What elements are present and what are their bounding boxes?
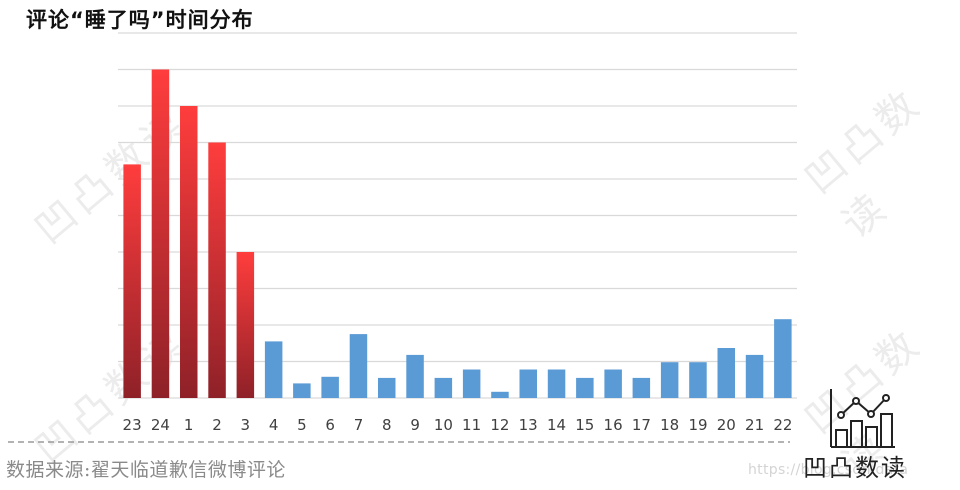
chart-title: 评论“睡了吗”时间分布 [26, 8, 254, 32]
x-tick-label: 18 [660, 416, 679, 434]
x-tick-label: 15 [575, 416, 594, 434]
logo-text: 凹凸数读 [803, 454, 907, 482]
x-tick-label: 3 [241, 416, 251, 434]
bar-14 [547, 369, 566, 398]
bar-12 [491, 391, 509, 398]
x-tick-label: 23 [123, 416, 142, 434]
x-tick-label: 10 [434, 416, 453, 434]
bar-7 [349, 334, 368, 398]
x-tick-label: 1 [184, 416, 194, 434]
bar-21 [745, 354, 764, 398]
bar-22 [774, 319, 792, 398]
bar-13 [519, 369, 537, 398]
x-tick-label: 14 [547, 416, 566, 434]
bar-23 [123, 164, 141, 398]
x-tick-label: 17 [632, 416, 651, 434]
url-watermark: https://blog.csdn data [748, 462, 909, 478]
x-tick-label: 19 [688, 416, 707, 434]
bar-11 [462, 369, 481, 398]
x-tick-label: 12 [490, 416, 509, 434]
x-tick-label: 8 [382, 416, 392, 434]
bar-4 [264, 341, 283, 398]
bar-18 [660, 362, 679, 398]
x-tick-label: 2 [212, 416, 222, 434]
bar-5 [293, 383, 311, 398]
bar-6 [321, 376, 339, 398]
bar-17 [632, 377, 651, 398]
bar-15 [576, 377, 594, 398]
x-tick-label: 20 [717, 416, 736, 434]
x-tick-label: 16 [604, 416, 623, 434]
logo-chart-icon [830, 389, 895, 448]
x-tick-label: 5 [297, 416, 307, 434]
x-tick-label: 13 [519, 416, 538, 434]
x-tick-label: 4 [269, 416, 279, 434]
bars [123, 69, 792, 398]
x-tick-label: 7 [354, 416, 364, 434]
x-tick-label: 24 [151, 416, 170, 434]
bar-9 [406, 354, 424, 398]
data-source-caption: 数据来源:翟天临道歉信微博评论 [6, 459, 286, 481]
bar-1 [180, 106, 198, 398]
bar-8 [378, 377, 396, 398]
bar-10 [434, 377, 453, 398]
x-tick-label: 11 [462, 416, 481, 434]
x-tick-label: 6 [325, 416, 335, 434]
bar-3 [236, 252, 255, 398]
x-tick-label: 22 [773, 416, 792, 434]
x-tick-label: 21 [745, 416, 764, 434]
x-tick-label: 9 [410, 416, 420, 434]
bar-20 [717, 348, 735, 398]
x-axis-labels: 23 24 1 2 3 4 5 6 7 8 9 10 11 12 13 14 15 16 17 18 19 20 21 22 [123, 416, 793, 434]
bar-2 [208, 142, 226, 398]
bar-16 [604, 369, 622, 398]
bar-24 [151, 69, 170, 398]
bar-19 [689, 362, 707, 398]
gridlines [118, 32, 797, 399]
